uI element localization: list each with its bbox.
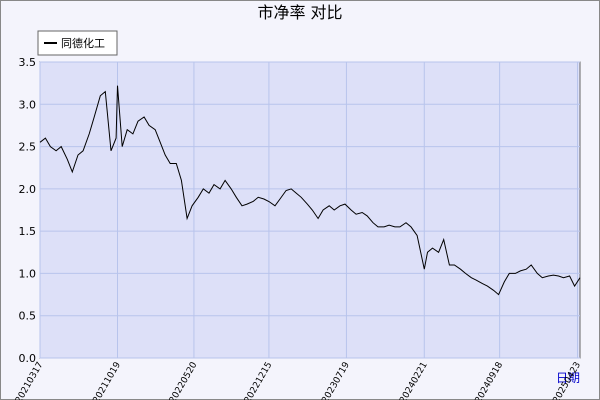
y-tick-label: 2.0: [19, 183, 37, 196]
y-tick-label: 0.5: [19, 310, 37, 323]
plot-area: [39, 61, 581, 359]
y-tick-label: 3.0: [19, 98, 37, 111]
chart-title: 市净率 对比: [257, 3, 342, 22]
x-axis-label: 日期: [556, 371, 580, 385]
y-tick-label: 1.0: [19, 267, 37, 280]
y-tick-label: 1.5: [19, 225, 37, 238]
line: [39, 85, 581, 296]
legend-label: 同德化工: [61, 36, 105, 50]
y-tick-label: 0.0: [19, 352, 37, 365]
y-tick-label: 2.5: [19, 141, 37, 154]
y-tick-label: 3.5: [19, 56, 37, 69]
